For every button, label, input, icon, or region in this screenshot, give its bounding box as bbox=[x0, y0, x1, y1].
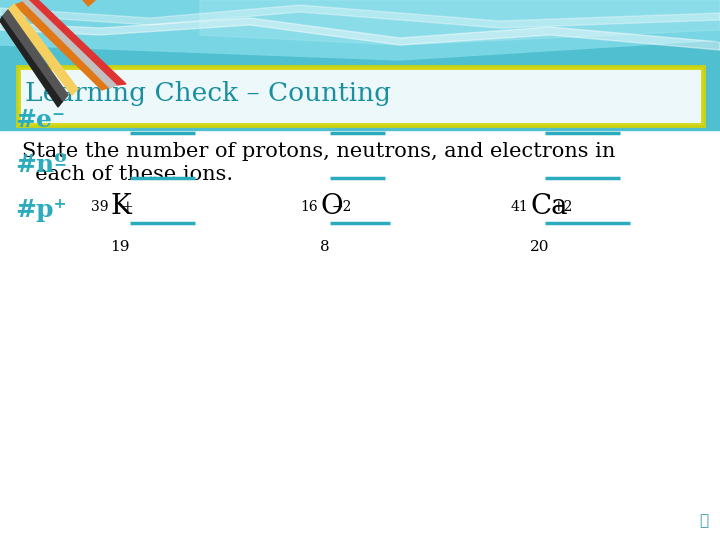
Polygon shape bbox=[0, 0, 720, 60]
Text: +: + bbox=[122, 200, 133, 214]
Text: 8: 8 bbox=[320, 240, 330, 254]
Text: 41: 41 bbox=[510, 200, 528, 214]
FancyArrow shape bbox=[13, 0, 102, 6]
Polygon shape bbox=[28, 0, 126, 85]
Text: 19: 19 bbox=[110, 240, 130, 254]
Text: #e⁻: #e⁻ bbox=[15, 108, 65, 132]
Text: 16: 16 bbox=[300, 200, 318, 214]
Polygon shape bbox=[0, 5, 720, 28]
Polygon shape bbox=[8, 4, 78, 95]
Bar bbox=[0, 0, 720, 130]
Text: Learning Check – Counting: Learning Check – Counting bbox=[25, 82, 391, 106]
Polygon shape bbox=[2, 10, 68, 102]
Text: #p⁺: #p⁺ bbox=[15, 198, 67, 222]
Text: K: K bbox=[110, 193, 131, 220]
Text: −2: −2 bbox=[331, 200, 352, 214]
Polygon shape bbox=[200, 0, 720, 45]
Text: O: O bbox=[320, 193, 343, 220]
Polygon shape bbox=[0, 17, 62, 107]
Text: Ca: Ca bbox=[530, 193, 567, 220]
Text: 20: 20 bbox=[530, 240, 549, 254]
Text: #nº: #nº bbox=[15, 153, 67, 177]
Text: +2: +2 bbox=[553, 200, 573, 214]
Text: 39: 39 bbox=[91, 200, 108, 214]
Text: 🔈: 🔈 bbox=[699, 513, 708, 528]
FancyBboxPatch shape bbox=[18, 67, 703, 125]
Text: State the number of protons, neutrons, and electrons in: State the number of protons, neutrons, a… bbox=[22, 142, 616, 161]
Polygon shape bbox=[15, 0, 115, 90]
Text: each of these ions.: each of these ions. bbox=[22, 165, 233, 184]
Polygon shape bbox=[0, 18, 720, 50]
Polygon shape bbox=[22, 0, 116, 88]
